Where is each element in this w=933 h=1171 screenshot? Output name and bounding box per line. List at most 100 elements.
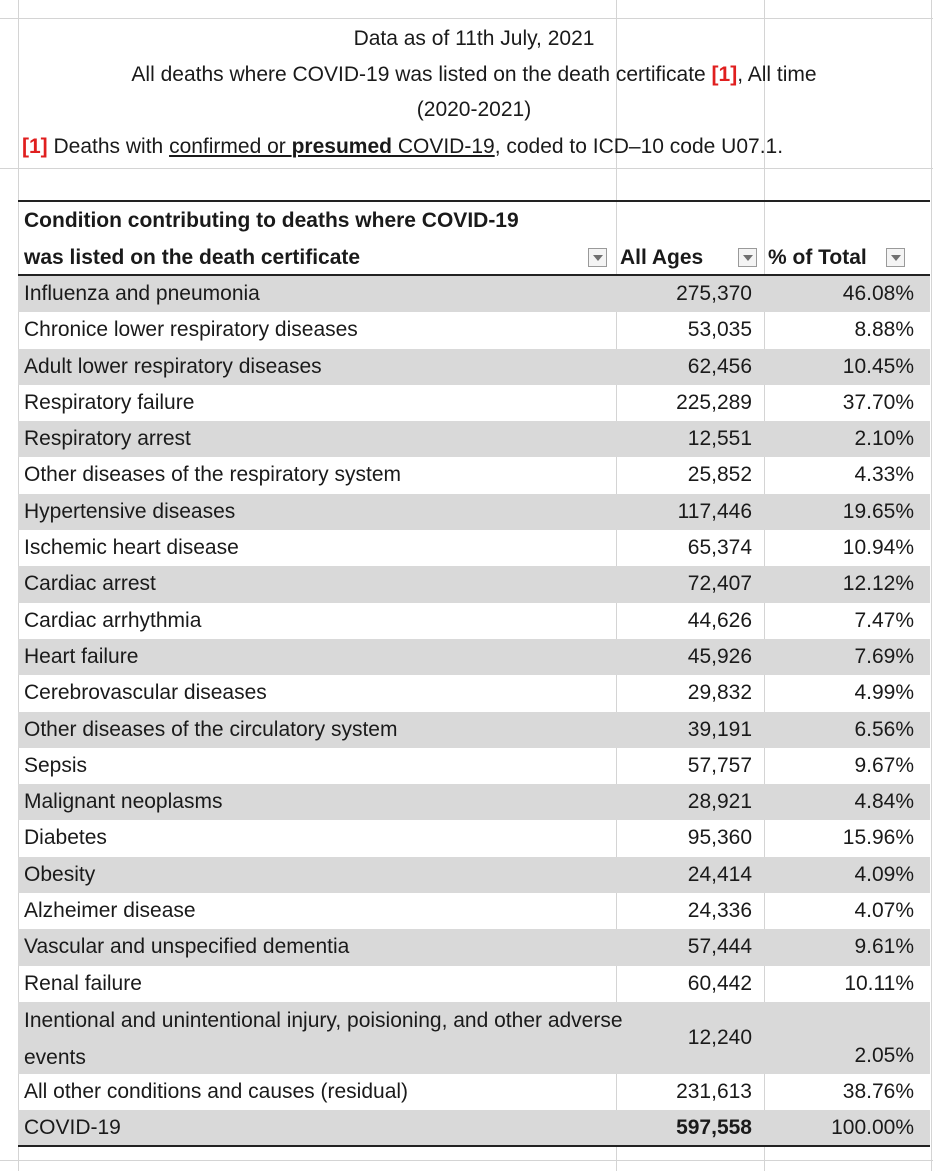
condition-cell[interactable]: Heart failure [24, 644, 139, 668]
table-row[interactable]: Respiratory arrest 12,551 2.10% [18, 421, 930, 458]
condition-cell[interactable]: Vascular and unspecified dementia [24, 935, 350, 959]
table-row[interactable]: Alzheimer disease 24,336 4.07% [18, 893, 930, 929]
all-ages-cell[interactable]: 62,456 [687, 354, 752, 378]
condition-cell[interactable]: Renal failure [24, 971, 142, 995]
all-ages-cell[interactable]: 45,926 [687, 644, 752, 668]
dropdown-filter-icon [890, 254, 901, 261]
condition-filter-button[interactable] [588, 248, 607, 267]
pct-total-cell[interactable]: 4.33% [854, 463, 914, 487]
table-row[interactable]: Chronice lower respiratory diseases 53,03… [18, 312, 930, 348]
all-ages-cell[interactable]: 231,613 [676, 1079, 752, 1103]
all-ages-cell[interactable]: 65,374 [687, 536, 752, 560]
all-ages-cell[interactable]: 24,336 [687, 899, 752, 923]
condition-cell[interactable]: COVID-19 [24, 1116, 121, 1140]
condition-cell[interactable]: Other diseases of the circulatory system [24, 717, 398, 741]
all-ages-cell[interactable]: 225,289 [676, 390, 752, 414]
table-row[interactable]: Cerebrovascular diseases 29,832 4.99% [18, 675, 930, 711]
pct-total-cell[interactable]: 8.88% [854, 318, 914, 342]
all-ages-cell[interactable]: 57,757 [687, 753, 752, 777]
table-row[interactable]: Hypertensive diseases 117,446 19.65% [18, 493, 930, 531]
all-ages-cell[interactable]: 39,191 [687, 717, 752, 741]
all-ages-cell[interactable]: 12,240 [687, 1025, 752, 1049]
table-row[interactable]: Sepsis 57,757 9.67% [18, 748, 930, 784]
condition-cell[interactable]: Hypertensive diseases [24, 499, 236, 523]
pct-total-cell[interactable]: 7.47% [854, 608, 914, 632]
all-ages-cell[interactable]: 53,035 [687, 318, 752, 342]
gridline [0, 18, 933, 19]
condition-cell[interactable]: Diabetes [24, 826, 107, 850]
table-header: Condition contributing to deaths where C… [18, 200, 930, 276]
condition-cell[interactable]: Cardiac arrhythmia [24, 608, 202, 632]
condition-cell[interactable]: Adult lower respiratory diseases [24, 354, 322, 378]
all-ages-cell[interactable]: 60,442 [687, 971, 752, 995]
all-ages-cell[interactable]: 44,626 [687, 608, 752, 632]
pct-total-cell[interactable]: 10.94% [842, 536, 914, 560]
pct-total-filter-button[interactable] [886, 248, 905, 267]
condition-cell[interactable]: Obesity [24, 862, 96, 886]
all-ages-cell[interactable]: 275,370 [676, 282, 752, 305]
table-row[interactable]: Other diseases of the respiratory system… [18, 457, 930, 493]
condition-cell[interactable]: Cerebrovascular diseases [24, 681, 267, 705]
header-condition: Condition contributing to deaths where C… [24, 202, 599, 276]
table-row[interactable]: Other diseases of the circulatory system… [18, 711, 930, 748]
pct-total-cell[interactable]: 38.76% [842, 1079, 914, 1103]
all-ages-cell[interactable]: 117,446 [677, 499, 752, 523]
all-ages-cell[interactable]: 24,414 [687, 862, 752, 886]
pct-total-cell[interactable]: 4.09% [854, 862, 914, 886]
pct-total-cell[interactable]: 10.45% [842, 354, 914, 378]
pct-total-cell[interactable]: 15.96% [842, 826, 914, 850]
condition-cell[interactable]: Cardiac arrest [24, 572, 156, 596]
gridline [931, 0, 932, 1171]
table-row[interactable]: Influenza and pneumonia 275,370 46.08% [18, 276, 930, 313]
all-ages-cell[interactable]: 72,407 [687, 572, 752, 596]
pct-total-cell[interactable]: 2.10% [854, 427, 914, 451]
condition-cell[interactable]: Other diseases of the respiratory system [24, 463, 401, 487]
condition-cell[interactable]: All other conditions and causes (residua… [24, 1079, 409, 1103]
all-ages-cell[interactable]: 28,921 [687, 790, 752, 814]
table-row[interactable]: Obesity 24,414 4.09% [18, 856, 930, 894]
table-row[interactable]: Cardiac arrest 72,407 12.12% [18, 566, 930, 603]
pct-total-cell[interactable]: 46.08% [842, 282, 914, 305]
table-row[interactable]: Diabetes 95,360 15.96% [18, 820, 930, 856]
condition-cell[interactable]: Alzheimer disease [24, 899, 196, 923]
pct-total-cell[interactable]: 12.12% [842, 572, 914, 596]
condition-cell[interactable]: Malignant neoplasms [24, 790, 223, 814]
table-row[interactable]: Ischemic heart disease 65,374 10.94% [18, 530, 930, 566]
all-ages-cell[interactable]: 12,551 [687, 427, 752, 451]
table-row[interactable]: All other conditions and causes (residua… [18, 1074, 930, 1110]
condition-cell[interactable]: Inentional and unintentional injury, poi… [24, 1008, 623, 1069]
table-row[interactable]: Malignant neoplasms 28,921 4.84% [18, 784, 930, 821]
pct-total-cell[interactable]: 4.07% [854, 899, 914, 923]
all-ages-filter-button[interactable] [738, 248, 757, 267]
table-row[interactable]: Adult lower respiratory diseases 62,456 10… [18, 348, 930, 385]
table-row[interactable]: Inentional and unintentional injury, poi… [18, 1001, 930, 1074]
condition-cell[interactable]: Sepsis [24, 753, 88, 777]
table-row[interactable]: Renal failure 60,442 10.11% [18, 966, 930, 1002]
pct-total-cell[interactable]: 4.99% [854, 681, 914, 705]
table-row[interactable]: Vascular and unspecified dementia 57,444 9… [18, 929, 930, 966]
condition-cell[interactable]: Influenza and pneumonia [24, 282, 260, 305]
condition-cell[interactable]: Ischemic heart disease [24, 536, 239, 560]
pct-total-cell[interactable]: 19.65% [842, 499, 914, 523]
pct-total-cell[interactable]: 10.11% [844, 971, 914, 995]
all-ages-cell[interactable]: 95,360 [687, 826, 752, 850]
pct-total-cell[interactable]: 7.69% [854, 644, 914, 668]
all-ages-cell[interactable]: 29,832 [687, 681, 752, 705]
table-row[interactable]: Cardiac arrhythmia 44,626 7.47% [18, 603, 930, 639]
table-row[interactable]: Respiratory failure 225,289 37.70% [18, 385, 930, 421]
table-row[interactable]: COVID-19 597,558 100.00% [18, 1110, 930, 1147]
table-row[interactable]: Heart failure 45,926 7.69% [18, 638, 930, 676]
pct-total-cell[interactable]: 37.70% [842, 390, 914, 414]
pct-total-cell[interactable]: 2.05% [854, 1043, 914, 1067]
pct-total-cell[interactable]: 6.56% [854, 717, 914, 741]
pct-total-cell[interactable]: 100.00% [831, 1116, 914, 1140]
pct-total-cell[interactable]: 9.61% [854, 935, 914, 959]
condition-cell[interactable]: Respiratory failure [24, 390, 195, 414]
pct-total-cell[interactable]: 4.84% [854, 790, 914, 814]
pct-total-cell[interactable]: 9.67% [854, 753, 914, 777]
all-ages-cell[interactable]: 25,852 [687, 463, 752, 487]
condition-cell[interactable]: Respiratory arrest [24, 427, 191, 451]
condition-cell[interactable]: Chronice lower respiratory diseases [24, 318, 358, 342]
all-ages-cell[interactable]: 597,558 [676, 1116, 752, 1140]
all-ages-cell[interactable]: 57,444 [687, 935, 752, 959]
